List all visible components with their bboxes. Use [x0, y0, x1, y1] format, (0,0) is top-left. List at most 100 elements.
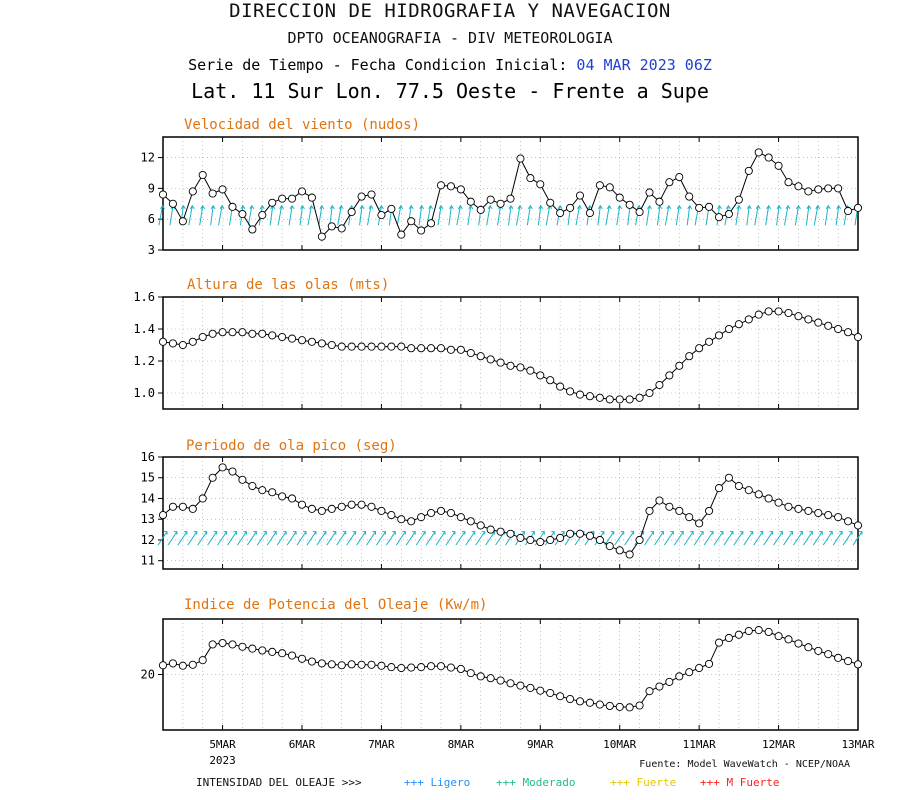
- wind-arrow-head: [359, 204, 365, 210]
- data-point: [526, 366, 535, 375]
- data-point: [446, 508, 455, 518]
- wind-arrow-head: [457, 204, 463, 210]
- panel-3: Periodo de ola pico (seg) 11 12 13 14 15 16: [141, 438, 863, 570]
- wind-arrow-head: [657, 204, 663, 210]
- data-point: [714, 638, 724, 647]
- data-point: [695, 203, 704, 212]
- data-point: [288, 651, 297, 660]
- wave-arrow-head: [729, 531, 734, 535]
- data-point: [853, 660, 863, 669]
- y-tick-label: 1.2: [133, 354, 155, 368]
- data-point: [268, 198, 277, 207]
- data-point: [288, 194, 297, 203]
- wind-arrow: [537, 205, 542, 226]
- data-point: [645, 506, 654, 515]
- data-point: [615, 395, 624, 404]
- data-point: [188, 337, 197, 346]
- data-point: [705, 337, 714, 346]
- data-point: [427, 219, 436, 228]
- wind-arrow: [526, 205, 531, 226]
- data-point: [516, 363, 525, 372]
- panel-2: Altura de las olas (mts) 1.0 1.2 1.4 1.6: [133, 277, 863, 410]
- wind-arrow: [437, 205, 442, 226]
- wave-arrow-head: [293, 531, 297, 535]
- wave-arrow: [753, 531, 764, 546]
- wind-arrow: [247, 205, 253, 226]
- data-point: [347, 207, 356, 217]
- data-point: [387, 204, 396, 213]
- wind-arrow-head: [329, 204, 335, 210]
- wave-arrow: [852, 531, 863, 546]
- wind-arrow: [754, 205, 759, 226]
- data-point: [446, 182, 455, 191]
- wind-arrow-head: [687, 204, 693, 210]
- wave-arrow: [187, 531, 198, 546]
- data-point: [615, 193, 624, 202]
- data-point: [357, 660, 366, 669]
- data-point: [397, 663, 406, 673]
- data-point: [476, 205, 485, 214]
- data-point: [158, 511, 168, 520]
- series-line: [162, 151, 859, 238]
- wave-arrow-head: [720, 531, 724, 535]
- data-point: [645, 188, 654, 197]
- wind-arrow: [545, 205, 551, 226]
- data-point: [536, 686, 545, 695]
- data-point: [556, 533, 565, 542]
- wind-arrow-head: [438, 204, 444, 210]
- data-point: [288, 494, 297, 503]
- wave-arrow-head: [481, 531, 486, 535]
- wind-arrow: [746, 205, 750, 226]
- wave-arrow: [385, 531, 396, 546]
- data-point: [387, 511, 396, 520]
- data-point: [575, 390, 585, 399]
- wave-arrow-head: [610, 531, 615, 535]
- wind-arrow: [656, 205, 661, 226]
- header-location: Lat. 11 Sur Lon. 77.5 Oeste - Frente a S…: [191, 79, 709, 103]
- wave-arrow: [346, 531, 357, 546]
- header-series-label: Serie de Tiempo - Fecha Condicion Inicia…: [188, 56, 568, 74]
- data-point: [734, 630, 743, 639]
- data-point: [327, 340, 336, 350]
- wave-arrow-head: [402, 531, 406, 535]
- data-point: [427, 662, 436, 671]
- data-point: [714, 484, 724, 493]
- data-point: [198, 494, 207, 503]
- data-point: [784, 635, 793, 644]
- data-point: [427, 344, 436, 353]
- data-point: [585, 531, 594, 540]
- data-point: [685, 192, 694, 201]
- data-point: [734, 481, 743, 491]
- wind-arrow: [359, 205, 363, 226]
- data-point: [804, 506, 813, 515]
- data-point: [675, 173, 684, 182]
- wave-arrow-head: [650, 531, 654, 535]
- wave-arrow: [306, 531, 317, 546]
- data-point: [774, 161, 783, 170]
- data-point: [814, 185, 823, 194]
- data-point: [585, 208, 594, 218]
- data-point: [705, 659, 714, 668]
- data-point: [506, 679, 515, 688]
- data-point: [387, 342, 396, 351]
- wind-arrow: [396, 205, 402, 226]
- legend-item: +++ Ligero: [404, 776, 470, 789]
- wind-arrow-head: [398, 204, 404, 210]
- data-point: [407, 217, 416, 226]
- wave-arrow-head: [392, 531, 396, 535]
- data-point: [278, 332, 287, 342]
- wind-arrow-head: [647, 204, 652, 210]
- data-point: [218, 328, 227, 337]
- data-point: [566, 694, 575, 704]
- wave-arrow: [654, 531, 664, 546]
- data-point: [794, 182, 803, 191]
- data-point: [575, 697, 585, 706]
- data-point: [377, 661, 386, 670]
- wave-arrow-head: [203, 531, 208, 535]
- x-tick-label: 9MAR: [527, 738, 554, 751]
- data-point: [238, 209, 247, 219]
- data-point: [476, 352, 485, 361]
- data-point: [754, 626, 763, 635]
- panel-title: Indice de Potencia del Oleaje (Kw/m): [184, 597, 487, 613]
